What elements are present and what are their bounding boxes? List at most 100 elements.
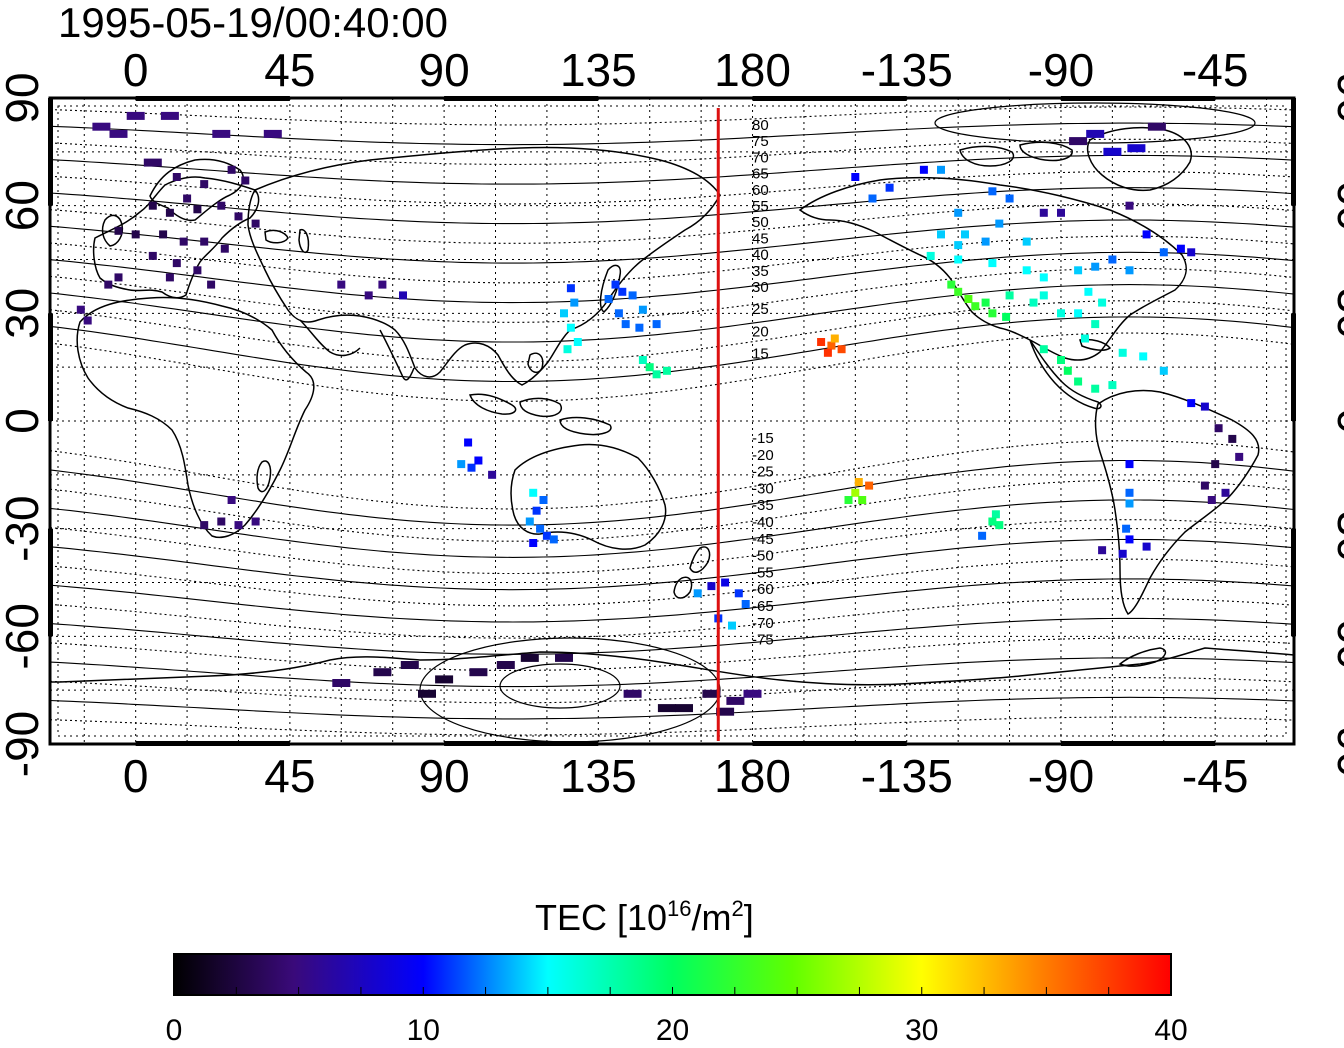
y-tick-left: 0	[0, 408, 48, 434]
tec-observation-47	[614, 309, 623, 318]
tec-observation-58	[467, 463, 476, 472]
tec-observation-178	[1207, 496, 1216, 504]
tec-observation-113	[885, 183, 894, 192]
tec-observation-44	[618, 287, 627, 296]
tec-observation-71	[234, 521, 243, 530]
tec-observation-164	[1074, 377, 1083, 386]
colorbar-tick-label: 40	[1154, 1014, 1187, 1047]
tec-observation-186	[1142, 542, 1151, 551]
tec-observation-1	[109, 129, 128, 138]
x-tick-top: 135	[560, 44, 637, 96]
tec-observation-133	[1108, 255, 1117, 264]
tec-observation-174	[1228, 434, 1237, 443]
edge-bar-top	[752, 96, 907, 101]
magnetic-latitude-contours	[50, 102, 1294, 743]
map-timestamp: 1995-05-19/00:40:00	[58, 0, 448, 46]
x-tick-bottom: 45	[264, 750, 315, 802]
x-tick-top: 180	[714, 44, 791, 96]
tec-observation-114	[919, 165, 928, 174]
tec-observation-89	[623, 689, 642, 698]
tec-observation-9	[227, 165, 236, 174]
y-tick-right: -60	[1328, 603, 1344, 669]
edge-bar-bottom	[752, 741, 907, 746]
tec-observation-15	[217, 201, 226, 210]
colorbar-tick-label: 10	[407, 1014, 440, 1047]
tec-observation-143	[1029, 298, 1038, 307]
contour-label-north: 35	[752, 263, 769, 280]
tec-observation-7	[172, 173, 181, 181]
tec-observation-120	[954, 208, 963, 217]
tec-observation-53	[645, 363, 654, 372]
edge-bar-left	[48, 98, 53, 206]
tec-observation-97	[817, 338, 826, 346]
edge-bar-top	[1060, 96, 1216, 101]
tec-observation-84	[435, 675, 454, 684]
tec-observation-19	[159, 230, 168, 239]
tec-observation-36	[399, 291, 407, 300]
x-tick-bottom: -45	[1182, 750, 1248, 802]
tec-observation-77	[741, 600, 750, 608]
y-tick-left: 90	[0, 72, 48, 123]
contour-label-north: 15	[752, 346, 769, 363]
edge-bar-right	[1291, 528, 1296, 637]
contour-line	[50, 499, 1294, 558]
tec-observation-160	[1147, 122, 1166, 131]
tec-observation-10	[241, 176, 250, 185]
colorbar-title: TEC [1016/m2]	[535, 896, 754, 938]
tec-observation-33	[337, 280, 346, 289]
tec-observation-109	[995, 521, 1004, 530]
contour-label-south: -20	[752, 447, 774, 464]
y-tick-right: 90	[1328, 72, 1344, 123]
tec-observation-93	[726, 696, 745, 705]
tec-observation-122	[961, 230, 969, 239]
tec-observation-72	[200, 521, 209, 530]
tec-observation-183	[1122, 524, 1131, 533]
contour-line	[50, 154, 1294, 185]
tec-observation-98	[827, 341, 836, 350]
tec-observation-94	[743, 689, 762, 698]
x-tick-top: 0	[123, 44, 149, 96]
tec-observation-185	[1118, 549, 1127, 558]
x-tick-bottom: -135	[861, 750, 953, 802]
tec-observation-150	[954, 241, 963, 250]
tec-observation-140	[988, 309, 997, 318]
contour-north-pole	[934, 102, 1256, 144]
tec-observation-136	[954, 287, 963, 296]
tec-observation-76	[734, 589, 743, 598]
tec-observation-106	[865, 481, 874, 490]
tec-observation-63	[532, 506, 541, 515]
tec-observation-130	[1039, 273, 1048, 282]
contour-label-north: 70	[752, 149, 769, 166]
tec-observation-104	[858, 496, 867, 504]
tec-observation-103	[851, 488, 860, 497]
tec-observation-177	[1200, 481, 1209, 490]
tec-observation-79	[728, 621, 736, 630]
tec-observation-66	[542, 531, 551, 540]
tec-observation-131	[1074, 266, 1083, 275]
tec-observation-23	[148, 251, 157, 260]
contour-label-north: 75	[752, 133, 769, 150]
x-tick-bottom: 135	[560, 750, 637, 802]
y-tick-left: -90	[0, 711, 48, 777]
tec-observation-67	[529, 539, 538, 547]
tec-observation-68	[549, 535, 558, 544]
tec-observation-128	[988, 259, 997, 268]
y-axis-left-ticks: 90 60 30 0 -30 -60 -90	[0, 72, 48, 777]
tec-observation-61	[529, 488, 538, 497]
tec-observation-111	[851, 173, 860, 181]
tec-observation-156	[1103, 147, 1122, 156]
tec-observation-108	[988, 517, 997, 526]
tec-observation-86	[496, 661, 515, 669]
tec-observation-126	[926, 251, 935, 260]
coastlines	[50, 126, 1294, 744]
tec-observation-6	[143, 158, 162, 167]
contour-line	[50, 538, 1294, 591]
tec-observation-158	[1069, 137, 1088, 146]
x-tick-bottom: -90	[1028, 750, 1094, 802]
contour-line	[50, 558, 1294, 607]
contour-label-north: 40	[752, 247, 769, 264]
contour-label-south: -75	[752, 632, 774, 649]
tec-observation-70	[217, 517, 226, 526]
tec-observation-51	[652, 320, 661, 329]
colorbar-tick-label: 0	[166, 1014, 183, 1047]
